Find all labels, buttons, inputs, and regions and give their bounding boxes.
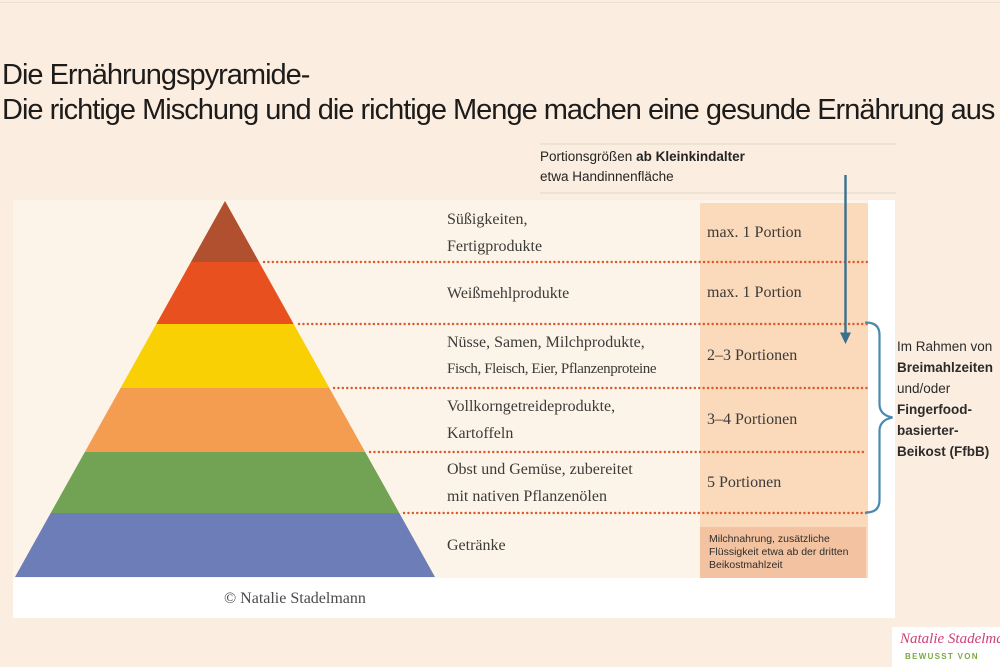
row-label-protein: Nüsse, Samen, Milchprodukte, Fisch, Flei… [447, 324, 707, 388]
portion-header-line-2: etwa Handinnenfläche [540, 169, 674, 184]
row-label-line: Fertigprodukte [447, 237, 543, 255]
side-note-line: und/oder [897, 381, 951, 396]
row-label-line: Vollkorngetreideprodukte, [447, 398, 616, 415]
side-note-line: Beikost (FfbB) [897, 444, 990, 459]
grouping-brace-icon [864, 321, 893, 514]
pyramid-level-white-flour [156, 262, 294, 324]
drinks-note-line-3: Beikostmahlzeit [709, 559, 783, 571]
row-label-line: Obst und Gemüse, zubereitet [447, 460, 633, 478]
portion-header-bottom-rule [540, 192, 896, 194]
portion-column-background [700, 203, 868, 578]
row-label-line: Kartoffeln [447, 425, 514, 442]
portion-value-fruit-vegetable: 5 Portionen [707, 473, 782, 491]
pyramid-level-protein [120, 324, 330, 388]
pyramid-level-wholegrain [84, 388, 366, 452]
portion-size-arrowhead-icon [840, 332, 851, 344]
logo-name-text: Natalie Stadelmann [900, 631, 1000, 647]
row-label-wholegrain: Vollkorngetreideprodukte, Kartoffeln [447, 388, 707, 452]
brand-logo: Natalie Stadelmann BEWUSST VON [892, 627, 1000, 667]
title-line-1: Die Ernährungspyramide- [2, 59, 310, 91]
portion-value-white-flour: max. 1 Portion [707, 284, 802, 301]
side-note-line: Im Rahmen von [897, 339, 993, 354]
drinks-note-line-2: Flüssigkeit etwa ab der dritten [709, 546, 849, 558]
portion-header-line-1: Portionsgrößen ab Kleinkindalter [540, 147, 900, 167]
logo-caption-text: BEWUSST VON [905, 652, 979, 661]
portion-header-bold: ab Kleinkindalter [636, 149, 745, 164]
beikost-side-note: Im Rahmen von Breimahlzeiten und/oder Fi… [897, 336, 1000, 462]
portion-size-header: Portionsgrößen ab Kleinkindalter etwa Ha… [540, 147, 900, 187]
row-label-line: mit nativen Pflanzenölen [447, 487, 607, 505]
row-label-line: Nüsse, Samen, Milchprodukte, [447, 334, 645, 351]
side-note-line: Breimahlzeiten [897, 360, 994, 375]
title-line-2: Die richtige Mischung und die richtige M… [2, 94, 995, 126]
portion-value-sweets: max. 1 Portion [707, 223, 802, 241]
drinks-note-line-1: Milchnahrung, zusätzliche [709, 533, 830, 545]
row-label-line: Süßigkeiten, [447, 210, 528, 228]
row-label-line: Fisch, Fleisch, Eier, Pflanzenproteine [447, 361, 657, 377]
portion-value-wholegrain: 3–4 Portionen [707, 411, 798, 428]
row-label-fruit-vegetable: Obst und Gemüse, zubereitet mit nativen … [447, 452, 707, 513]
row-label-line: Getränke [447, 536, 506, 554]
row-label-white-flour: Weißmehlprodukte [447, 262, 707, 324]
row-label-drinks: Getränke [447, 513, 707, 577]
portion-header-prefix: Portionsgrößen [540, 149, 637, 164]
top-divider [0, 2, 1000, 3]
row-label-sweets: Süßigkeiten, Fertigprodukte [447, 203, 707, 262]
pyramid-level-sweets [190, 201, 260, 262]
portion-value-protein: 2–3 Portionen [707, 347, 798, 364]
side-note-line: basierter- [897, 423, 959, 438]
copyright-text: © Natalie Stadelmann [224, 590, 366, 607]
pyramid-level-fruit-vegetable [50, 452, 400, 513]
pyramid-level-drinks [15, 513, 435, 577]
drinks-note-box: Milchnahrung, zusätzliche Flüssigkeit et… [700, 527, 866, 578]
portion-header-top-rule [540, 143, 896, 145]
row-label-line: Weißmehlprodukte [447, 284, 570, 302]
side-note-line: Fingerfood- [897, 402, 972, 417]
page-title: Die Ernährungspyramide- Die richtige Mis… [2, 58, 1000, 128]
